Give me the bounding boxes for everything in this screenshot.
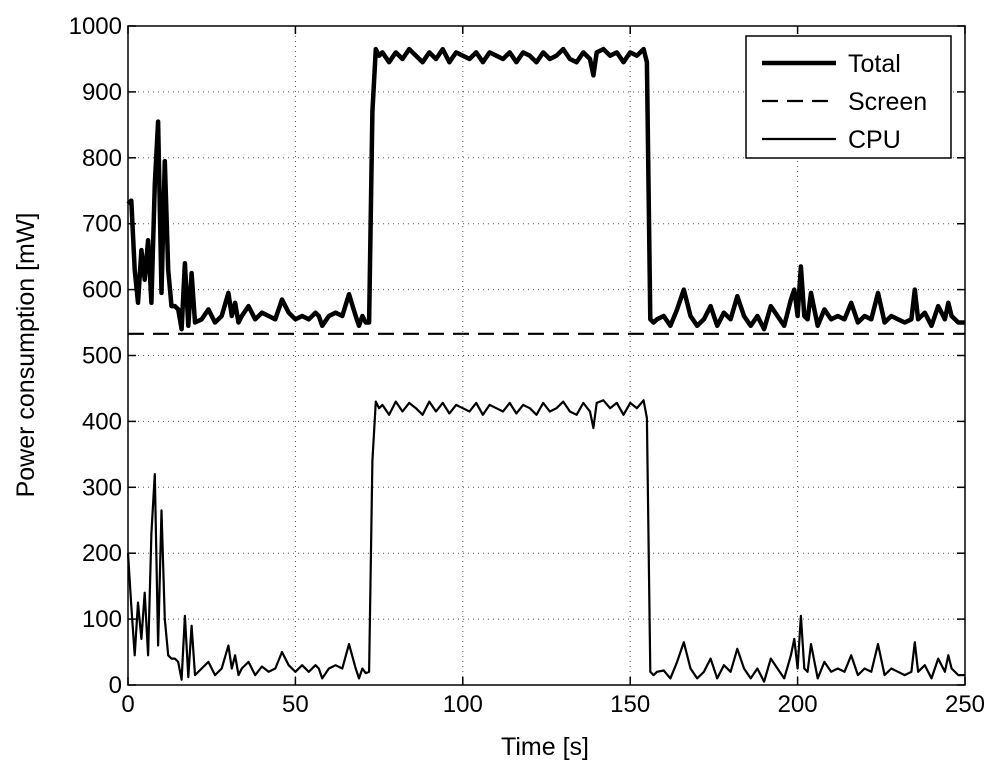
y-axis-label: Power consumption [mW]: [12, 213, 40, 498]
legend: Total Screen CPU: [745, 35, 952, 159]
x-tick-label: 0: [121, 691, 134, 718]
y-tick-label: 300: [82, 474, 122, 501]
y-tick-label: 1000: [69, 13, 122, 40]
legend-box: [745, 35, 952, 159]
y-tick-label: 200: [82, 540, 122, 567]
y-tick-label: 400: [82, 408, 122, 435]
y-tick-label: 800: [82, 145, 122, 172]
legend-label-total: Total: [848, 50, 901, 78]
x-tick-label: 150: [610, 691, 650, 718]
y-tick-label: 900: [82, 79, 122, 106]
y-tick-label: 500: [82, 343, 122, 370]
x-tick-label: 250: [945, 691, 985, 718]
series-line-cpu: [126, 399, 965, 683]
y-tick-label: 100: [82, 606, 122, 633]
x-axis-label: Time [s]: [501, 733, 589, 761]
tick-labels: 0 50 100 150 200 250 0 100 200 300 400 500 600 700 800…: [69, 13, 985, 718]
x-tick-label: 50: [282, 691, 309, 718]
x-tick-label: 200: [778, 691, 818, 718]
series-lines: [126, 46, 965, 683]
y-tick-label: 700: [82, 211, 122, 238]
y-tick-label: 600: [82, 277, 122, 304]
series-line-total: [126, 46, 965, 332]
axes: [127, 25, 966, 686]
y-tick-label: 0: [109, 672, 122, 699]
legend-label-screen: Screen: [848, 88, 927, 116]
legend-label-cpu: CPU: [848, 126, 901, 154]
x-tick-label: 100: [443, 691, 483, 718]
